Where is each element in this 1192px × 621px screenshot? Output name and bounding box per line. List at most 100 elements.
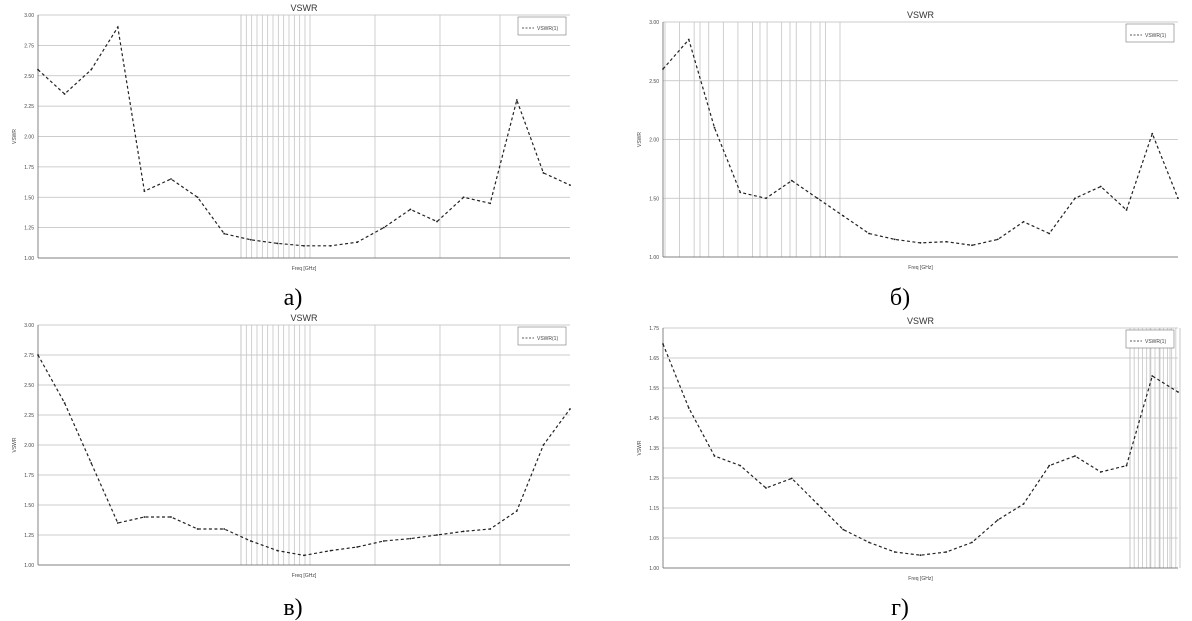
chart-2: VSWR 3.00 2.75 2.50 2.25 2.00 1.75 1.50 1.25 1.00… xyxy=(12,313,571,579)
data-point xyxy=(409,208,412,211)
chart-3: VSWR 1.75 1.65 1.55 1.45 1.35 1.25 1.15 1.05 1.00… xyxy=(637,316,1181,582)
caption-a: а) xyxy=(284,285,303,311)
data-point xyxy=(1125,464,1128,467)
data-point xyxy=(1048,464,1051,467)
data-point xyxy=(1177,197,1179,200)
legend-label: VSWR(1) xyxy=(537,26,558,32)
data-point xyxy=(996,519,999,521)
data-point xyxy=(436,534,438,536)
data-point xyxy=(276,242,279,245)
data-point xyxy=(996,238,999,241)
data-point xyxy=(542,172,545,174)
data-point xyxy=(1022,220,1025,223)
legend-box xyxy=(517,326,567,346)
data-point xyxy=(489,202,492,205)
data-point xyxy=(971,244,973,247)
y-tick-label: 1.00 xyxy=(24,256,34,262)
data-point xyxy=(489,528,492,530)
y-tick-label: 2.75 xyxy=(24,353,34,359)
y-axis-label: VSWR xyxy=(637,132,643,147)
y-tick-label: 1.50 xyxy=(649,196,659,202)
data-point xyxy=(816,503,819,505)
caption-v: в) xyxy=(283,595,302,621)
data-point xyxy=(868,232,870,235)
data-point xyxy=(919,554,922,557)
data-point xyxy=(687,38,690,41)
chart-title: VSWR xyxy=(291,313,319,323)
y-axis-label: VSWR xyxy=(637,440,643,455)
y-tick-label: 3.00 xyxy=(649,20,659,26)
series-line xyxy=(662,343,1179,556)
data-point xyxy=(37,354,39,356)
data-point xyxy=(739,191,742,194)
data-point xyxy=(170,178,172,180)
data-point xyxy=(303,554,305,557)
x-axis-label: Freq [GHz] xyxy=(908,576,933,582)
data-point xyxy=(713,455,716,457)
data-point xyxy=(662,343,664,345)
data-point xyxy=(765,197,767,200)
data-point xyxy=(63,93,66,95)
y-tick-label: 1.50 xyxy=(24,195,34,201)
data-point xyxy=(945,240,948,243)
series-line xyxy=(662,38,1179,246)
data-point xyxy=(1151,132,1154,135)
y-tick-label: 1.75 xyxy=(24,165,34,171)
data-point xyxy=(515,510,518,512)
data-point xyxy=(1099,471,1102,473)
y-tick-label: 3.00 xyxy=(24,13,34,19)
data-point xyxy=(303,244,305,247)
data-point xyxy=(790,179,793,182)
data-point xyxy=(329,549,332,552)
y-tick-label: 1.00 xyxy=(649,255,659,261)
legend-box xyxy=(1125,329,1175,349)
y-tick-label: 2.75 xyxy=(24,43,34,49)
data-point xyxy=(816,197,819,200)
y-tick-label: 2.00 xyxy=(24,135,34,141)
data-point xyxy=(116,522,119,524)
data-point xyxy=(223,528,226,530)
chart-1: VSWR 3.00 2.50 2.00 1.50 1.00 VSWR Freq [GHz] VS… xyxy=(637,10,1179,271)
legend-label: VSWR(1) xyxy=(1145,33,1166,39)
y-tick-label: 2.25 xyxy=(24,104,34,110)
data-point xyxy=(143,516,146,518)
y-tick-label: 2.00 xyxy=(649,138,659,144)
data-point xyxy=(1074,197,1076,200)
y-tick-label: 3.00 xyxy=(24,323,34,329)
legend-box xyxy=(517,16,567,36)
data-point xyxy=(63,402,66,404)
data-point xyxy=(1074,455,1076,457)
chart-title: VSWR xyxy=(907,316,935,326)
data-point xyxy=(37,68,39,71)
y-tick-label: 1.25 xyxy=(24,533,34,539)
data-point xyxy=(223,232,226,235)
data-point xyxy=(382,226,385,229)
data-point xyxy=(842,528,845,531)
data-point xyxy=(893,551,896,553)
y-tick-label: 1.00 xyxy=(649,566,659,572)
data-point xyxy=(170,516,172,518)
caption-g: г) xyxy=(891,595,909,621)
data-point xyxy=(382,540,385,542)
legend-box xyxy=(1125,23,1175,43)
data-point xyxy=(196,528,199,530)
data-point xyxy=(1125,209,1128,211)
data-point xyxy=(436,220,438,223)
y-tick-label: 2.50 xyxy=(24,383,34,389)
x-axis-label: Freq [GHz] xyxy=(292,266,317,272)
data-point xyxy=(409,537,412,540)
data-point xyxy=(1099,185,1102,188)
data-point xyxy=(542,444,545,446)
data-point xyxy=(1022,503,1025,505)
y-tick-label: 1.00 xyxy=(24,563,34,569)
y-tick-label: 2.50 xyxy=(24,74,34,80)
data-point xyxy=(515,99,518,101)
caption-b: б) xyxy=(890,285,910,311)
data-point xyxy=(116,26,119,29)
y-tick-label: 2.25 xyxy=(24,413,34,419)
y-tick-label: 1.50 xyxy=(24,503,34,509)
data-point xyxy=(739,464,742,467)
data-point xyxy=(356,546,359,548)
y-tick-label: 1.15 xyxy=(649,506,659,512)
data-point xyxy=(1151,375,1154,377)
